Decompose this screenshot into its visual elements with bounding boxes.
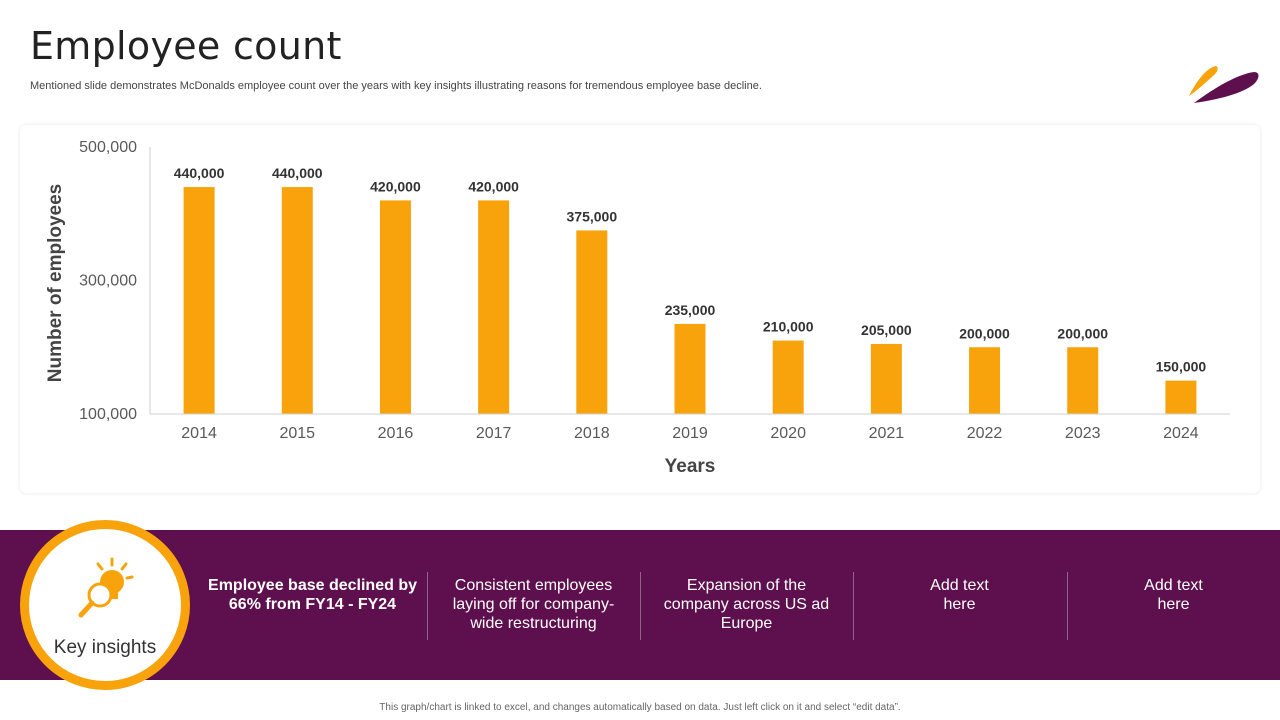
- bar-2021[interactable]: [870, 343, 902, 414]
- x-tick-label: 2024: [1163, 425, 1199, 442]
- bar-2022[interactable]: [969, 347, 1001, 414]
- key-insights-badge: Key insights: [20, 520, 190, 690]
- insight-item-1: Employee base declined by 66% from FY14 …: [202, 568, 423, 643]
- y-axis-title: Number of employees: [45, 184, 66, 383]
- bar-2016[interactable]: [379, 200, 411, 414]
- lightbulb-magnifier-icon: [78, 557, 134, 624]
- x-tick-label: 2020: [770, 425, 806, 442]
- x-tick-label: 2016: [378, 425, 414, 442]
- data-label-2017: 420,000: [468, 178, 519, 194]
- bar-2018[interactable]: [576, 230, 608, 414]
- y-tick-label: 300,000: [79, 273, 137, 290]
- x-tick-label: 2017: [476, 425, 512, 442]
- bar-2015[interactable]: [281, 187, 313, 414]
- data-label-2024: 150,000: [1156, 359, 1207, 375]
- insight-text: Employee base declined by 66% from FY14 …: [208, 577, 417, 613]
- x-tick-label: 2023: [1065, 425, 1101, 442]
- insight-band: [0, 530, 1280, 680]
- bar-2023[interactable]: [1067, 347, 1099, 414]
- insight-item-3: Expansion of the company across US ad Eu…: [640, 568, 853, 643]
- data-label-2022: 200,000: [959, 325, 1010, 341]
- insight-item-5: Add text here: [1067, 568, 1280, 643]
- bar-2024[interactable]: [1165, 380, 1197, 414]
- x-tick-label: 2014: [181, 425, 217, 442]
- page-subtitle: Mentioned slide demonstrates McDonalds e…: [30, 80, 762, 92]
- bar-2020[interactable]: [772, 340, 804, 414]
- logo-orange-swoosh: [1189, 66, 1218, 96]
- employee-bar-chart[interactable]: 100,000 300,000 500,000 440,000 440,000 420,…: [20, 125, 1260, 493]
- data-label-2015: 440,000: [272, 165, 323, 181]
- insight-text: Consistent employees laying off for comp…: [452, 577, 615, 632]
- x-tick-label: 2015: [279, 425, 315, 442]
- x-tick-label: 2019: [672, 425, 708, 442]
- x-tick-label: 2018: [574, 425, 610, 442]
- data-label-2019: 235,000: [665, 302, 716, 318]
- insight-text: Expansion of the company across US ad Eu…: [663, 577, 830, 632]
- x-tick-label: 2021: [869, 425, 905, 442]
- page-title: Employee count: [30, 24, 342, 68]
- column-divider: [640, 572, 641, 640]
- data-label-2014: 440,000: [174, 165, 225, 181]
- bar-2014[interactable]: [183, 187, 215, 414]
- x-tick-label: 2022: [967, 425, 1003, 442]
- column-divider: [1067, 572, 1068, 640]
- bar-2017[interactable]: [478, 200, 510, 414]
- insight-text: Add text here: [1144, 577, 1203, 613]
- data-label-2016: 420,000: [370, 178, 421, 194]
- x-axis-title: Years: [665, 456, 716, 477]
- y-tick-label: 500,000: [79, 139, 137, 156]
- logo-purple-swoosh: [1194, 72, 1259, 103]
- column-divider: [853, 572, 854, 640]
- brand-logo: [1186, 62, 1262, 111]
- insight-item-2: Consistent employees laying off for comp…: [427, 568, 640, 643]
- chart-card[interactable]: 100,000 300,000 500,000 440,000 440,000 420,…: [20, 125, 1260, 493]
- insights-heading: Key insights: [53, 637, 157, 658]
- bar-2019[interactable]: [674, 323, 706, 414]
- insight-item-4: Add text here: [853, 568, 1066, 643]
- data-label-2018: 375,000: [567, 208, 618, 224]
- insight-text: Add text here: [930, 577, 989, 613]
- data-label-2021: 205,000: [861, 322, 912, 338]
- column-divider: [427, 572, 428, 640]
- data-label-2023: 200,000: [1057, 325, 1108, 341]
- footnote: This graph/chart is linked to excel, and…: [379, 702, 901, 713]
- y-tick-label: 100,000: [79, 406, 137, 423]
- data-label-2020: 210,000: [763, 319, 814, 335]
